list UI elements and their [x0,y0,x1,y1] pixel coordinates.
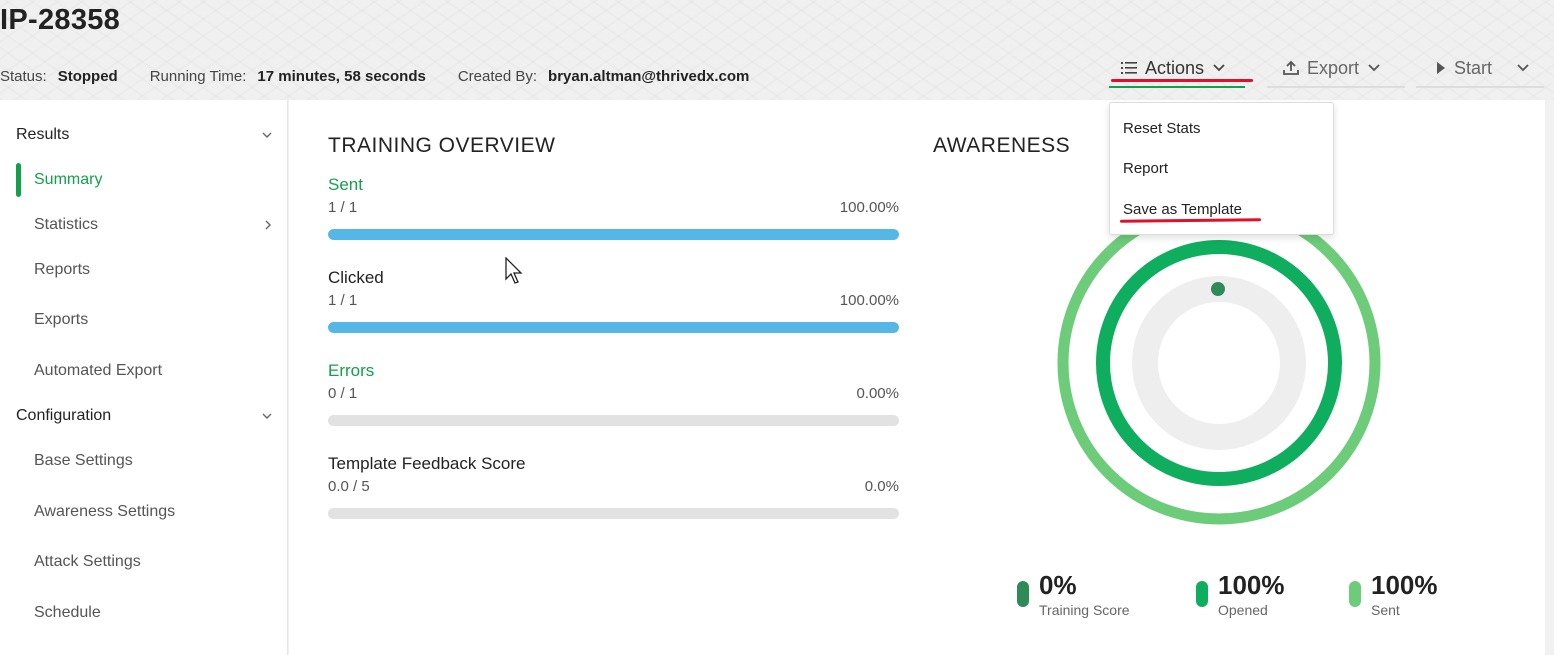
ring-track-inner [1132,276,1306,450]
progress-bar [328,229,899,240]
created-by-label: Created By: [457,68,538,85]
training-overview-title: TRAINING OVERVIEW [328,134,556,157]
metric-errors: Errors 0 / 1 0.00% [328,361,899,426]
metric-label: Template Feedback Score [328,454,526,473]
progress-bar [328,508,899,519]
actions-button[interactable]: Actions [1109,48,1245,88]
export-label: Export [1307,57,1360,78]
chevron-right-icon [265,220,271,230]
sidebar-item-attack-settings[interactable]: Attack Settings [34,553,141,570]
legend-swatch [1196,581,1208,607]
legend-value: 100% [1218,570,1285,600]
start-button[interactable]: Start [1416,48,1544,88]
legend-label: Sent [1371,602,1400,618]
chevron-down-icon [262,132,272,138]
metric-label: Sent [328,175,363,194]
menu-item-report[interactable]: Report [1123,160,1169,177]
page-title: IP-28358 [0,4,121,36]
chevron-down-icon[interactable] [1516,63,1530,73]
metric-percent: 100.00% [839,199,899,216]
sidebar-item-automated-export[interactable]: Automated Export [34,362,163,379]
awareness-ring-chart [1057,220,1381,525]
export-button[interactable]: Export [1267,48,1405,88]
status-label: Status: [0,68,47,85]
sidebar-section-results[interactable]: Results [16,126,272,144]
metric-clicked: Clicked 1 / 1 100.00% [328,268,899,333]
menu-item-save-as-template[interactable]: Save as Template [1123,201,1242,218]
legend-label: Opened [1218,602,1268,618]
metric-ratio: 0.0 / 5 [328,478,370,495]
sidebar-item-exports[interactable]: Exports [34,311,89,328]
sidebar-item-base-settings[interactable]: Base Settings [34,452,133,469]
actions-label: Actions [1145,57,1205,78]
campaign-meta: Status: Stopped Running Time: 17 minutes… [0,68,781,85]
sidebar-section-label: Configuration [16,407,112,424]
metric-percent: 0.0% [864,478,899,495]
sidebar-item-reports[interactable]: Reports [34,261,91,278]
running-time-value: 17 minutes, 58 seconds [257,68,426,85]
sidebar-item-statistics[interactable]: Statistics [34,216,272,234]
sidebar-item-awareness-settings[interactable]: Awareness Settings [34,503,176,520]
legend-label: Training Score [1039,602,1130,618]
metric-label: Errors [328,361,375,380]
main-panel: TRAINING OVERVIEW Sent 1 / 1 100.00% Cli… [289,100,1545,655]
sidebar-section-configuration[interactable]: Configuration [16,407,272,425]
legend-swatch [1017,581,1029,607]
menu-item-reset-stats[interactable]: Reset Stats [1123,120,1201,137]
progress-bar [328,415,899,426]
highlight-mark [1111,79,1253,82]
legend-sent: 100% Sent [1349,570,1438,618]
start-label: Start [1454,57,1493,78]
progress-bar [328,322,899,333]
legend-training-score: 0% Training Score [1017,570,1130,618]
active-indicator [16,163,21,197]
metric-percent: 100.00% [839,292,899,309]
page-header: IP-28358 Status: Stopped Running Time: 1… [0,0,1554,100]
legend-opened: 100% Opened [1196,570,1285,618]
sidebar-section-label: Results [16,126,70,143]
created-by-value: bryan.altman@thrivedx.com [548,68,750,85]
metric-ratio: 0 / 1 [328,385,358,402]
awareness-title: AWARENESS [933,134,1071,157]
ring-sent [1057,220,1381,525]
ring-opened [1096,240,1342,486]
mouse-cursor-icon [505,257,523,284]
legend-value: 100% [1371,570,1438,600]
actions-dropdown-menu: Reset Stats Report Save as Template [1109,102,1334,235]
metric-percent: 0.00% [856,385,899,402]
chevron-down-icon [1368,64,1380,72]
legend-value: 0% [1039,570,1077,600]
metric-template-feedback: Template Feedback Score 0.0 / 5 0.0% [328,454,899,519]
chevron-down-icon [262,413,272,419]
status-value: Stopped [57,68,118,85]
sidebar: Results Summary Statistics Reports Expor… [0,100,288,655]
upload-icon [1283,60,1299,75]
metric-ratio: 1 / 1 [328,199,358,216]
chevron-down-icon [1213,64,1225,72]
metric-ratio: 1 / 1 [328,292,358,309]
play-icon [1437,62,1445,74]
legend-swatch [1349,581,1361,607]
metric-sent: Sent 1 / 1 100.00% [328,175,899,240]
sidebar-item-schedule[interactable]: Schedule [34,604,101,621]
sidebar-item-summary[interactable]: Summary [34,171,103,188]
metric-label: Clicked [328,268,384,287]
ring-training-score [1211,282,1225,296]
list-icon [1121,62,1137,74]
running-time-label: Running Time: [149,68,247,85]
